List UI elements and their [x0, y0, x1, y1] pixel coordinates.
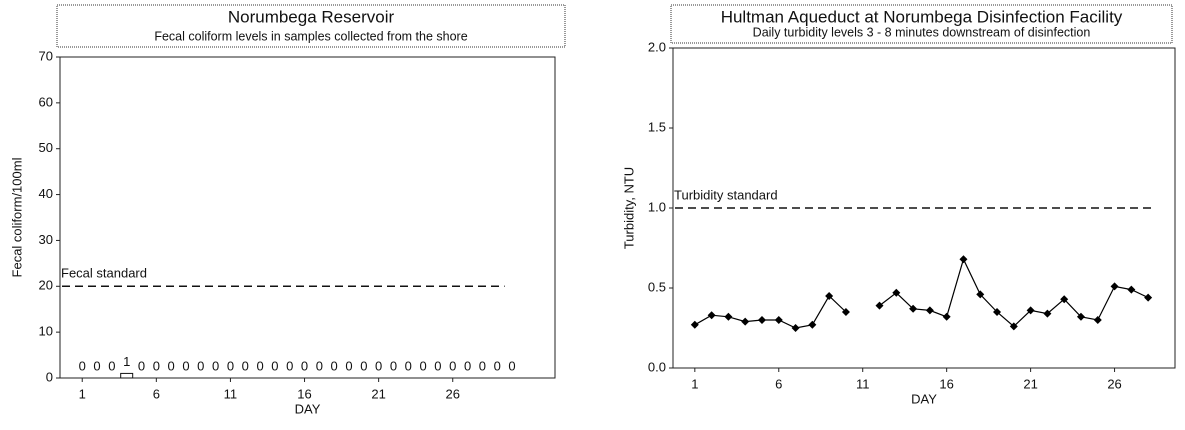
- data-label: 0: [153, 358, 160, 373]
- point: [1093, 316, 1102, 324]
- point: [841, 308, 850, 316]
- data-label: 0: [227, 358, 234, 373]
- x-tick-label: 16: [939, 376, 953, 391]
- y-tick-label: 50: [39, 140, 53, 155]
- y-axis-label: Fecal coliform/100ml: [9, 157, 24, 277]
- point: [741, 317, 750, 326]
- x-tick-label: 1: [691, 376, 698, 391]
- data-label: 0: [360, 358, 367, 373]
- data-label: 0: [256, 358, 263, 373]
- data-label: 0: [434, 358, 441, 373]
- point: [875, 301, 884, 310]
- point: [1110, 282, 1119, 291]
- point: [774, 316, 783, 324]
- y-tick-label: 10: [39, 324, 53, 339]
- reference-label: Turbidity standard: [674, 187, 778, 202]
- data-label: 0: [168, 358, 175, 373]
- point: [808, 320, 817, 329]
- point: [1144, 293, 1153, 302]
- data-label: 0: [508, 358, 515, 373]
- y-tick-label: 0: [46, 369, 53, 384]
- point: [925, 306, 934, 315]
- data-label: 0: [390, 358, 397, 373]
- point: [1076, 312, 1085, 321]
- point: [791, 324, 800, 332]
- y-tick-label: 0.0: [648, 359, 666, 374]
- data-label: 0: [197, 358, 204, 373]
- point: [892, 288, 901, 297]
- y-tick-label: 60: [39, 94, 53, 109]
- y-tick-label: 40: [39, 186, 53, 201]
- data-label: 0: [301, 358, 308, 373]
- point: [690, 320, 699, 329]
- y-tick-label: 1.5: [648, 119, 666, 134]
- bar: [120, 372, 134, 379]
- x-tick-label: 6: [153, 386, 160, 401]
- point: [724, 312, 733, 321]
- point: [1009, 322, 1018, 331]
- x-tick-label: 26: [1107, 376, 1121, 391]
- data-label: 0: [345, 358, 352, 373]
- y-tick-label: 2.0: [648, 39, 666, 54]
- y-tick-label: 20: [39, 278, 53, 293]
- plot-frame: [59, 56, 556, 379]
- x-tick-label: 1: [79, 386, 86, 401]
- x-tick-label: 26: [446, 386, 460, 401]
- data-label: 0: [182, 358, 189, 373]
- data-label: 0: [271, 358, 278, 373]
- point: [825, 292, 834, 300]
- chart-title: Hultman Aqueduct at Norumbega Disinfecti…: [721, 7, 1123, 26]
- x-tick-label: 11: [856, 376, 870, 391]
- title-box: [56, 4, 566, 48]
- data-label: 0: [449, 358, 456, 373]
- title-box: [670, 4, 1173, 44]
- point: [707, 311, 716, 320]
- point: [1026, 306, 1035, 315]
- point: [757, 316, 766, 324]
- y-tick-label: 1.0: [648, 199, 666, 214]
- data-label: 0: [479, 358, 486, 373]
- data-label: 0: [331, 358, 338, 373]
- point: [959, 255, 968, 264]
- data-label: 0: [212, 358, 219, 373]
- chart-title: Norumbega Reservoir: [228, 7, 395, 26]
- data-label: 0: [405, 358, 412, 373]
- point: [1060, 295, 1069, 304]
- x-axis-label: DAY: [911, 391, 937, 406]
- data-label: 0: [286, 358, 293, 373]
- x-axis-label: DAY: [295, 401, 321, 416]
- data-label: 0: [138, 358, 145, 373]
- x-tick-label: 21: [371, 386, 385, 401]
- data-label: 0: [316, 358, 323, 373]
- data-label: 0: [419, 358, 426, 373]
- point: [976, 290, 985, 299]
- point: [942, 312, 951, 321]
- chart-subtitle: Fecal coliform levels in samples collect…: [154, 29, 467, 43]
- data-label: 0: [242, 358, 249, 373]
- data-label: 0: [494, 358, 501, 373]
- point: [1127, 285, 1136, 294]
- y-axis-label: Turbidity, NTU: [621, 167, 636, 249]
- data-label: 1: [123, 354, 130, 369]
- data-label: 0: [464, 358, 471, 373]
- point: [909, 304, 918, 313]
- y-tick-label: 70: [39, 48, 53, 63]
- x-tick-label: 16: [297, 386, 311, 401]
- x-tick-label: 11: [224, 386, 238, 401]
- point: [1043, 309, 1052, 318]
- x-tick-label: 21: [1023, 376, 1037, 391]
- point: [993, 308, 1002, 316]
- data-label: 0: [375, 358, 382, 373]
- y-tick-label: 0.5: [648, 279, 666, 294]
- data-label: 0: [93, 358, 100, 373]
- chart-subtitle: Daily turbidity levels 3 - 8 minutes dow…: [753, 25, 1091, 39]
- y-tick-label: 30: [39, 232, 53, 247]
- x-tick-label: 6: [775, 376, 782, 391]
- data-label: 0: [108, 358, 115, 373]
- reference-label: Fecal standard: [61, 266, 147, 281]
- data-label: 0: [79, 358, 86, 373]
